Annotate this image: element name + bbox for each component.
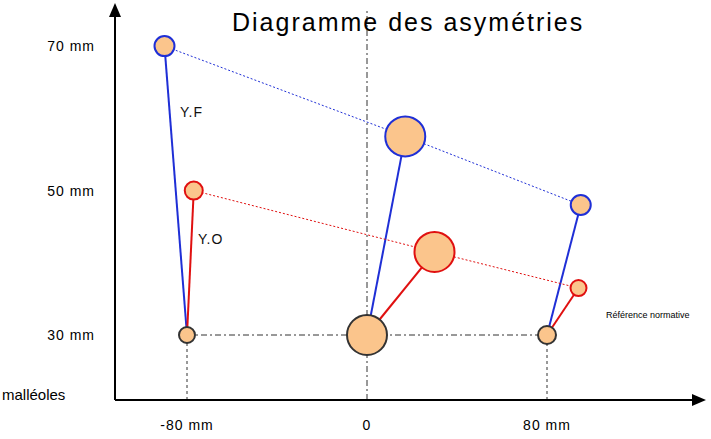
svg-text:80 mm: 80 mm: [523, 417, 571, 433]
html-text:Y.F: Y.F: [180, 104, 203, 120]
html-text:Y.O: Y.O: [198, 231, 224, 247]
svg-text:30 mm: 30 mm: [47, 327, 95, 343]
html-text:Diagramme des asymétries: Diagramme des asymétries: [232, 8, 585, 36]
svg-text:-80 mm: -80 mm: [160, 417, 213, 433]
svg-text:70 mm: 70 mm: [47, 38, 95, 54]
html-text:malléoles: malléoles: [2, 386, 66, 403]
html-text:Référence normative: Référence normative: [606, 310, 690, 320]
svg-text:0: 0: [363, 417, 372, 433]
svg-text:50 mm: 50 mm: [47, 183, 95, 199]
